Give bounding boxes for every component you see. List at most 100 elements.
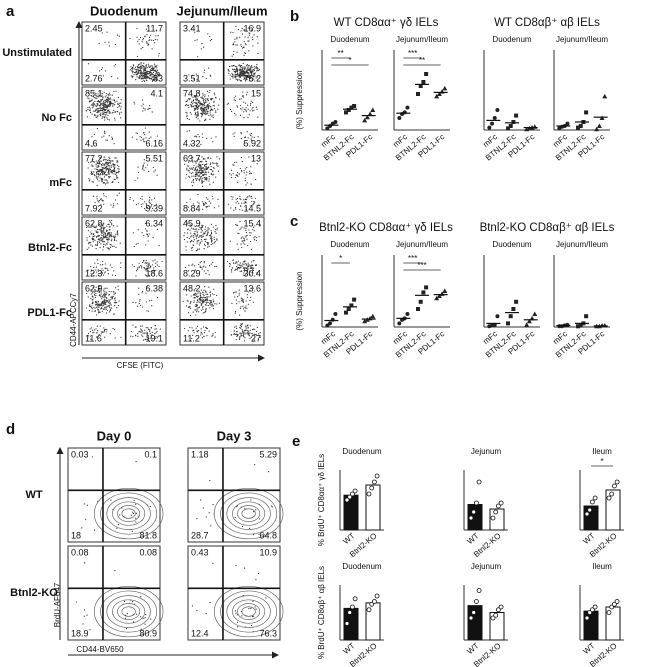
event-dot [107, 167, 109, 170]
event-dot [91, 299, 94, 301]
event-dot [99, 325, 101, 327]
event-dot [192, 240, 194, 243]
event-dot [95, 105, 97, 108]
row-label: No Fc [41, 112, 72, 124]
event-dot [196, 311, 198, 313]
event-dot [131, 136, 134, 138]
event-dot [103, 331, 105, 333]
event-dot [193, 175, 195, 177]
event-dot [91, 160, 93, 163]
event-dot [212, 104, 214, 106]
event-dot [194, 32, 196, 34]
event-dot [97, 231, 99, 233]
event-dot [239, 209, 241, 211]
event-dot [240, 75, 242, 77]
event-dot [81, 527, 83, 529]
event-dot [135, 275, 137, 277]
event-dot [230, 31, 232, 33]
event-dot [116, 164, 119, 166]
event-dot [97, 101, 100, 103]
event-dot [237, 175, 239, 178]
event-dot [139, 298, 141, 301]
event-dot [200, 170, 203, 172]
event-dot [210, 172, 212, 175]
event-dot [90, 289, 92, 291]
quadrant-value: 6.34 [145, 218, 163, 228]
event-dot [233, 97, 235, 99]
event-dot [193, 169, 195, 172]
event-dot [202, 76, 204, 78]
event-dot [100, 236, 102, 239]
data-point [325, 126, 330, 131]
event-dot [183, 238, 186, 241]
event-dot [103, 164, 105, 166]
event-dot [254, 236, 256, 238]
event-dot [246, 171, 248, 173]
event-dot [111, 238, 113, 240]
event-dot [212, 170, 214, 172]
event-dot [153, 272, 155, 275]
event-dot [210, 238, 212, 241]
event-dot [124, 617, 127, 619]
event-dot [188, 74, 190, 76]
event-dot [104, 119, 106, 121]
event-dot [106, 297, 108, 299]
event-dot [132, 324, 134, 326]
event-dot [143, 159, 145, 161]
event-dot [156, 228, 158, 230]
event-dot [241, 209, 243, 211]
event-dot [195, 135, 197, 137]
data-point [490, 121, 495, 126]
event-dot [105, 196, 107, 198]
event-dot [256, 236, 258, 239]
event-dot [252, 101, 254, 103]
event-dot [107, 110, 109, 112]
event-dot [247, 244, 249, 247]
event-dot [105, 115, 107, 117]
event-dot [235, 25, 237, 27]
event-dot [95, 292, 97, 294]
data-point [328, 321, 333, 326]
event-dot [107, 100, 109, 103]
event-dot [245, 206, 247, 209]
quadrant-value: 76.2 [243, 73, 261, 83]
event-dot [202, 167, 205, 169]
event-dot [239, 36, 241, 38]
event-dot [202, 46, 205, 48]
event-dot [191, 175, 193, 177]
event-dot [143, 131, 145, 134]
event-dot [235, 78, 237, 80]
event-dot [197, 113, 199, 115]
event-dot [251, 108, 253, 110]
event-dot [205, 97, 207, 100]
event-dot [252, 66, 254, 68]
quadrant-value: 13.6 [243, 283, 261, 293]
event-dot [101, 113, 103, 116]
event-dot [247, 73, 249, 75]
event-dot [202, 266, 204, 268]
event-dot [100, 228, 102, 230]
event-dot [194, 39, 196, 42]
event-dot [197, 111, 199, 114]
event-dot [134, 334, 137, 336]
event-dot [116, 230, 119, 232]
event-dot [98, 110, 101, 112]
event-dot [105, 139, 107, 141]
event-dot [115, 240, 117, 242]
event-dot [241, 161, 243, 163]
data-point [436, 293, 442, 299]
event-dot [240, 71, 242, 73]
event-dot [230, 334, 233, 336]
event-dot [86, 226, 88, 228]
event-dot [231, 198, 233, 200]
event-dot [140, 328, 142, 330]
event-dot [200, 108, 202, 110]
event-dot [195, 166, 197, 169]
event-dot [242, 91, 244, 93]
event-dot [117, 171, 119, 174]
event-dot [204, 228, 206, 230]
event-dot [113, 90, 115, 92]
event-dot [198, 158, 200, 161]
event-dot [194, 112, 197, 114]
event-dot [256, 67, 258, 70]
